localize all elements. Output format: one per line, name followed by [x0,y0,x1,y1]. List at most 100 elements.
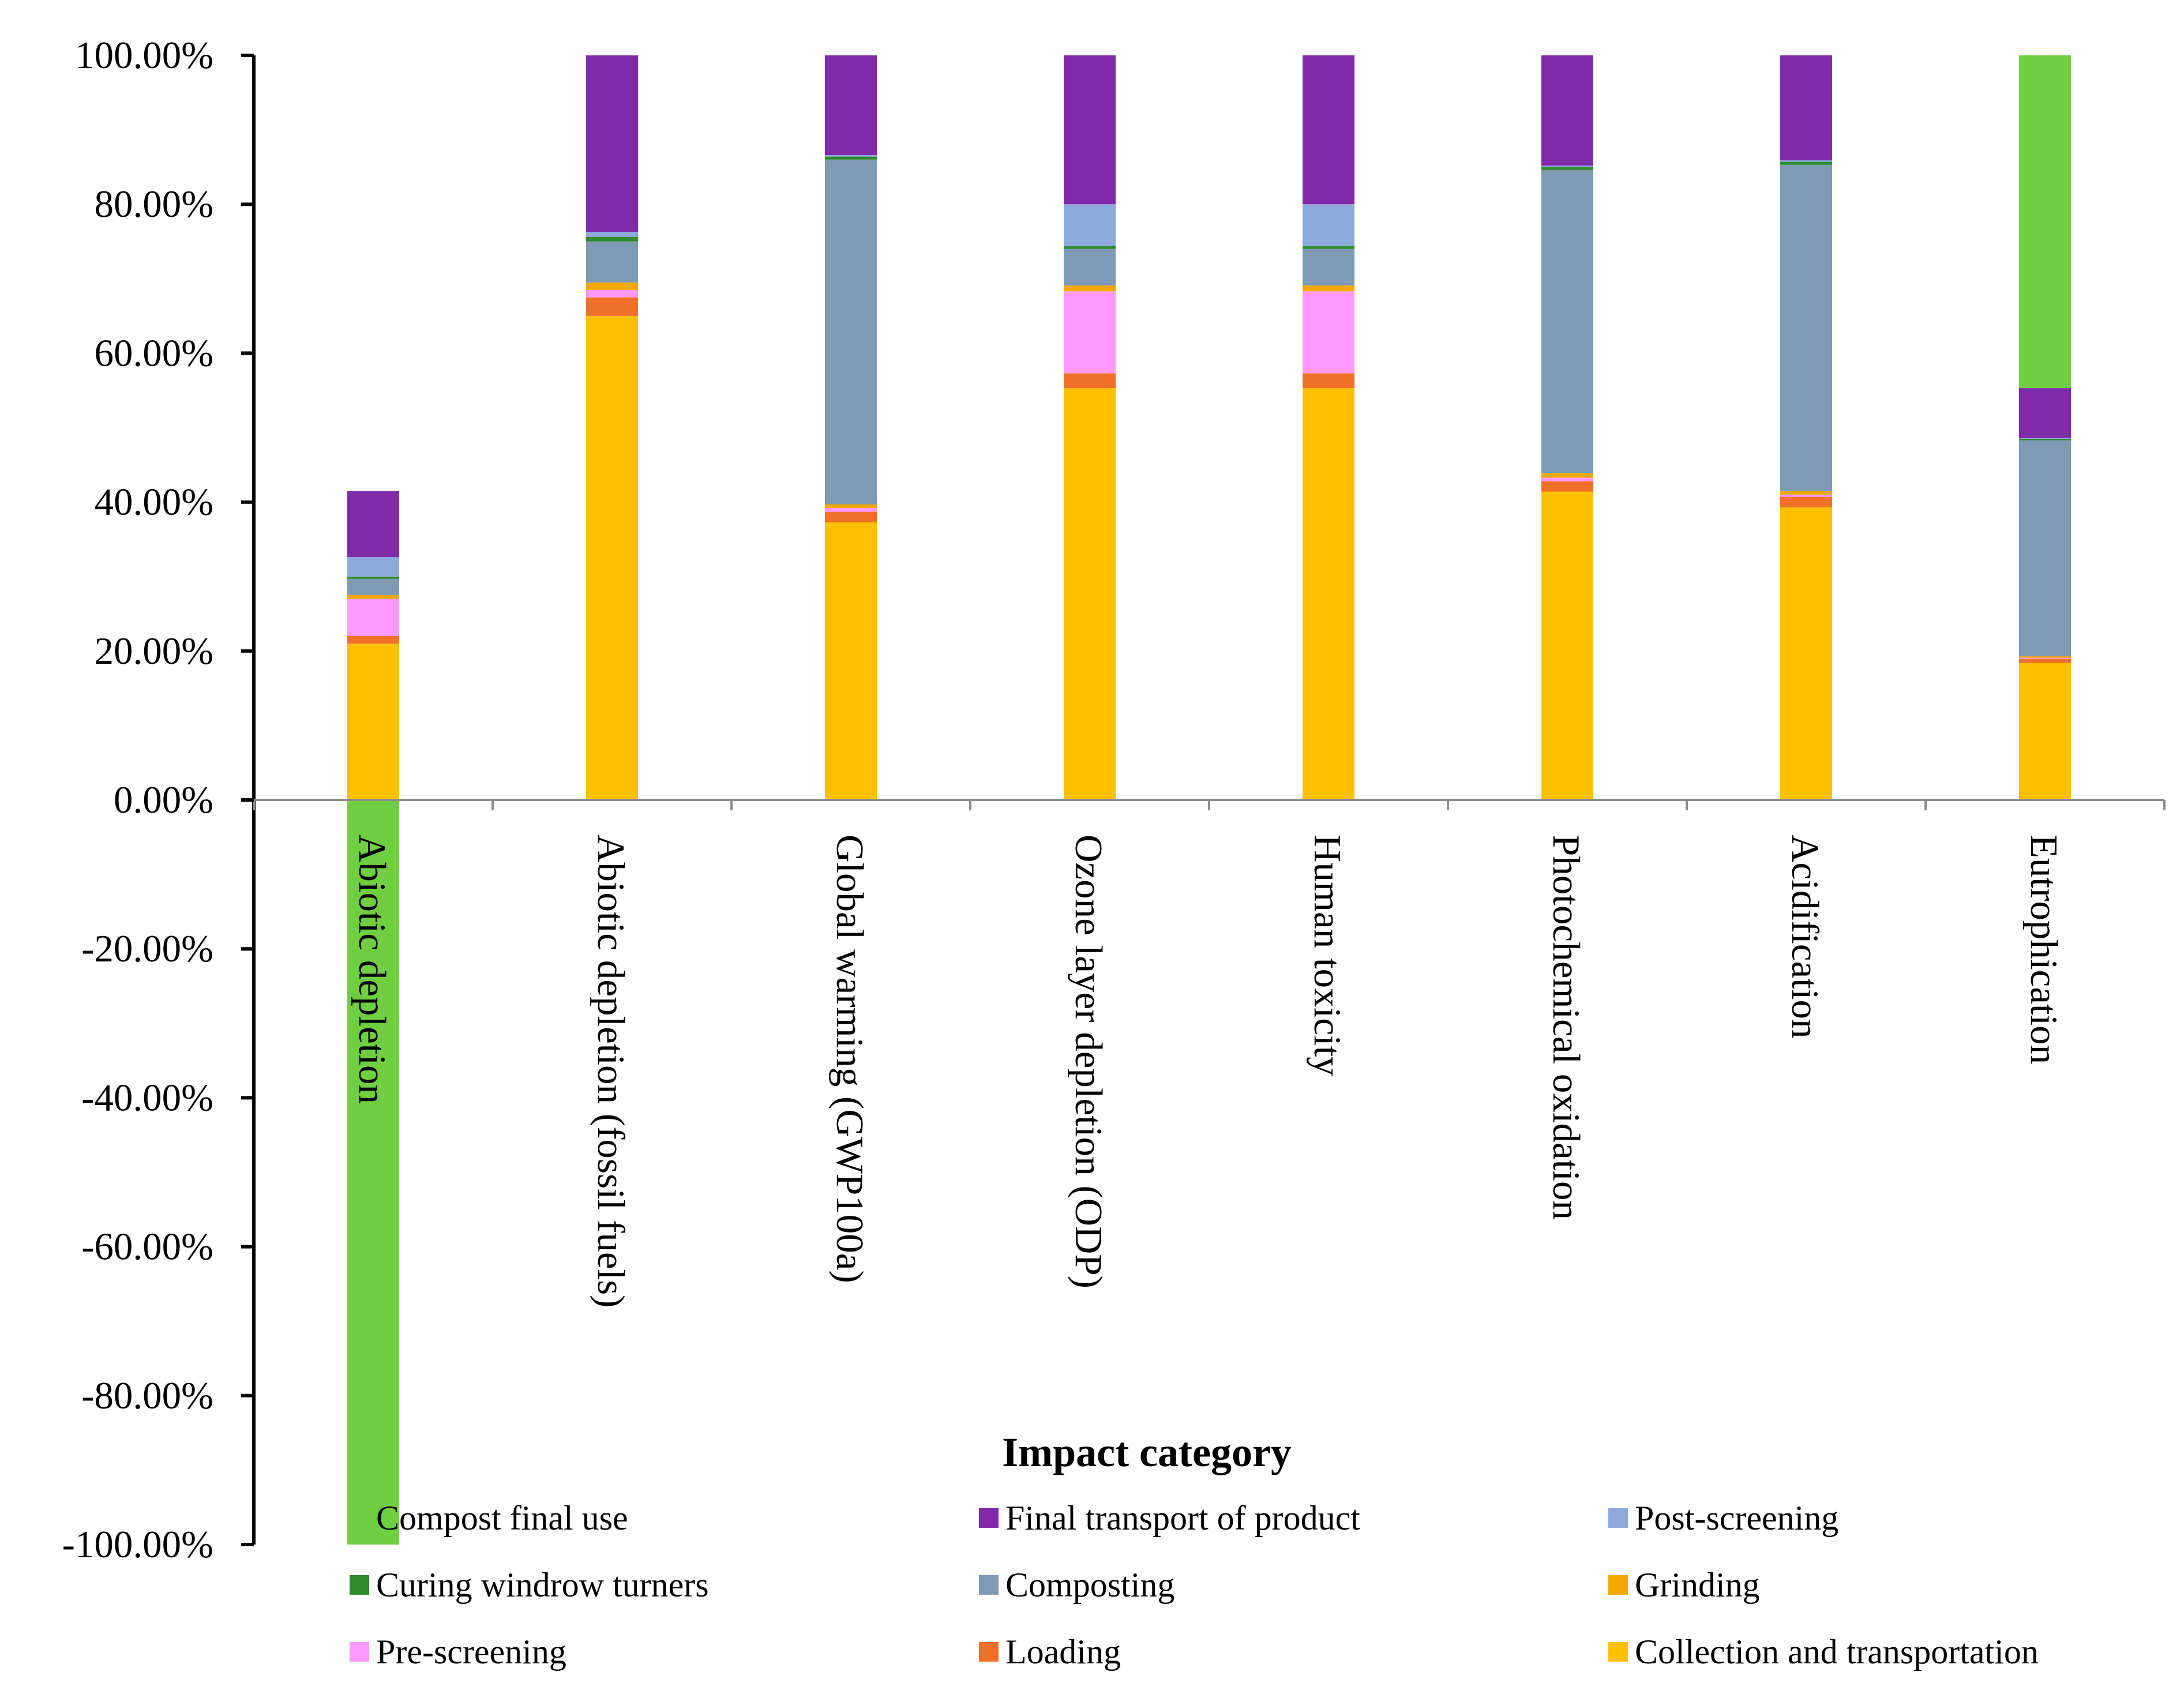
y-tick-label: -80.00% [81,1374,213,1417]
bar-segment [825,522,877,800]
bar-segment [1541,477,1593,482]
bar-segment [1541,167,1593,170]
bar-segment [1303,388,1354,800]
bar-segment [1780,164,1832,491]
y-tick-label: 0.00% [114,779,213,821]
y-tick-label: -60.00% [81,1226,213,1268]
legend-swatch [979,1642,999,1662]
y-tick-label: 100.00% [75,34,213,77]
bar-segment [586,241,638,283]
bar-segment [347,578,399,595]
bar-segment [825,156,877,160]
bar-segment [586,290,638,298]
legend-entry: Compost final use [350,1499,628,1537]
bar-segment [347,576,399,579]
bar-segment [1780,160,1832,162]
legend-entry: Final transport of product [979,1499,1360,1537]
bar-segment [825,512,877,523]
y-tick-label: 60.00% [94,332,213,374]
category-label: Eutrophication [2022,835,2065,1064]
bar-segment [2019,440,2071,656]
x-axis-title: Impact category [1002,1429,1292,1475]
category-label: Ozone layer depletion (ODP) [1067,835,1110,1288]
bar-segment [1780,161,1832,165]
category-label: Photochemical oxidation [1545,835,1588,1220]
bar-segment [586,315,638,800]
bar-segment [2019,55,2071,389]
bar-segment [1064,204,1116,246]
bar-segment [1541,491,1593,800]
legend-label: Collection and transportation [1635,1633,2039,1671]
legend-entry: Composting [979,1566,1174,1604]
bar-segment [1064,246,1116,249]
bar-segment [2019,388,2071,438]
legend-swatch [350,1575,369,1595]
legend-entry: Pre-screening [350,1633,566,1671]
bar-segment [1780,55,1832,161]
bar-segment [1303,373,1354,389]
legend-entry: Loading [979,1633,1121,1671]
legend-label: Compost final use [376,1499,628,1537]
legend-swatch [350,1508,369,1528]
bar-segment [586,55,638,232]
bar-segment [586,237,638,242]
category-label: Acidification [1784,835,1826,1038]
bar-segment [1780,494,1832,497]
bar-segment [1780,491,1832,495]
legend-label: Final transport of product [1005,1499,1360,1537]
bar-segment [825,155,877,157]
legend-swatch [1608,1575,1628,1595]
bar-segment [347,595,399,599]
bar-segment [2019,657,2071,659]
legend-label: Curing windrow turners [376,1566,709,1604]
legend-label: Composting [1005,1566,1174,1604]
bar-segment [1303,55,1354,205]
bar-segment [1064,388,1116,800]
y-tick-label: -100.00% [62,1523,213,1566]
legend-entry: Grinding [1608,1566,1760,1604]
axes [241,54,2166,1546]
bars [347,55,2071,1545]
bar-segment [347,557,399,577]
bar-segment [825,508,877,512]
bar-segment [2019,663,2071,800]
category-label: Human toxicity [1306,835,1349,1076]
legend-label: Pre-screening [376,1633,566,1671]
bar-segment [347,491,399,558]
legend: Compost final use Final transport of prod… [350,1499,2039,1671]
y-tick-label: -20.00% [81,927,213,970]
bar-segment [1541,166,1593,167]
bar-segment [1064,249,1116,285]
bar-segment [1064,291,1116,374]
bar-segment [1303,285,1354,292]
bar-segment [1541,55,1593,166]
bar-segment [586,282,638,290]
bar-segment [1303,246,1354,249]
bar-segment [1541,473,1593,478]
legend-entry: Curing windrow turners [350,1566,709,1604]
bar-segment [1303,204,1354,246]
category-label: Abiotic depletion (fossil fuels) [590,835,632,1308]
bar-segment [347,599,399,636]
legend-swatch [1608,1508,1628,1528]
y-tick-label: 40.00% [94,481,213,524]
legend-entry: Collection and transportation [1608,1633,2039,1671]
bar-segment [1303,291,1354,374]
bar-segment [1064,285,1116,292]
bar-segment [2019,656,2071,658]
y-tick-label: 20.00% [94,630,213,672]
bar-segment [1541,170,1593,474]
legend-swatch [979,1508,999,1528]
legend-label: Loading [1005,1633,1121,1671]
bar-segment [347,636,399,644]
bar-segment [1064,55,1116,205]
bar-segment [1541,481,1593,492]
bar-segment [586,297,638,316]
category-labels: Abiotic depletion Abiotic depletion (foss… [351,835,2065,1308]
bar-segment [1780,497,1832,508]
y-tick-label: 80.00% [94,183,213,226]
category-label: Abiotic depletion [351,835,393,1104]
legend-swatch [979,1575,999,1595]
bar-segment [2019,438,2071,441]
